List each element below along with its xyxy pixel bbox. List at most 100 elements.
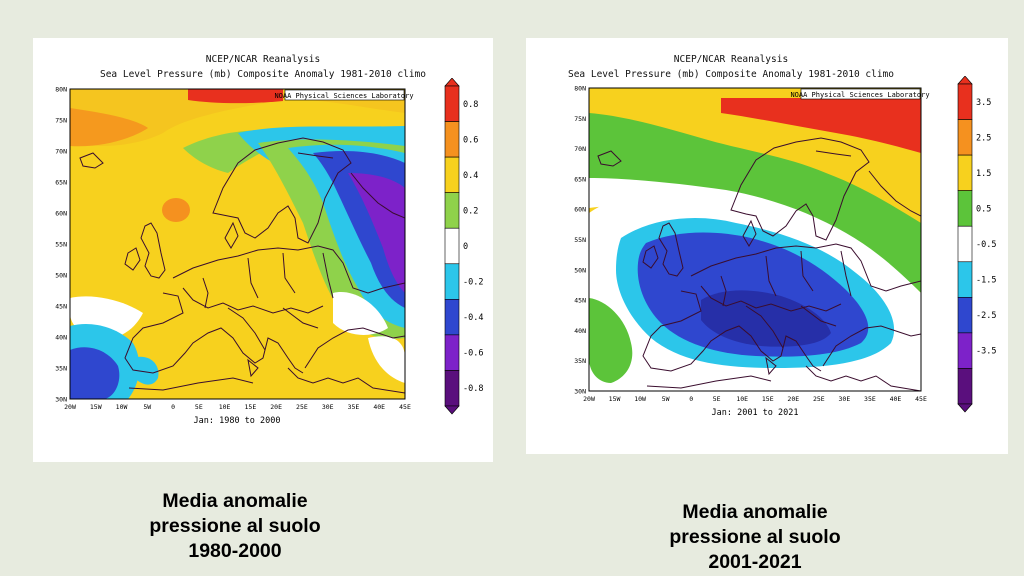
colorbar-label: 1.5 [976,169,991,179]
map-subtitle: Sea Level Pressure (mb) Composite Anomal… [567,69,894,80]
lat-tick-label: 45N [574,297,586,305]
credit-label: NOAA Physical Sciences Laboratory [274,92,413,100]
colorbar-swatch [957,332,973,369]
colorbar-label: -1.5 [976,276,996,286]
lat-tick-label: 45N [55,303,67,311]
map-subtitle: Sea Level Pressure (mb) Composite Anomal… [99,69,426,80]
lat-tick-label: 35N [574,357,586,365]
caption-1980-2000: Media anomalie pressione al suolo 1980-2… [100,489,370,564]
lat-tick-label: 65N [55,179,67,187]
lat-tick-label: 65N [574,175,586,183]
latitude-labels: 80N 75N 70N 65N 60N 55N 50N 45N 40N 35N 30N [55,86,67,404]
lat-tick-label: 80N [55,86,67,94]
lon-tick-label: 10E [736,395,748,403]
colorbar: 3.5 2.5 1.5 0.5 -0.5 -1.5 -2.5 -3.5 [957,76,996,413]
colorbar-label: 0.5 [976,204,991,214]
lat-tick-label: 35N [55,365,67,373]
colorbar-label: 0.4 [463,171,478,181]
lon-tick-label: 20W [583,395,595,403]
lon-tick-label: 20W [64,403,76,411]
lon-tick-label: 15E [245,403,257,411]
colorbar-label: -0.8 [463,384,483,394]
colorbar-label: -0.2 [463,278,483,288]
lat-tick-label: 30N [574,388,586,396]
lat-tick-label: 30N [55,396,67,404]
colorbar-label: -2.5 [976,311,996,321]
caption-line3: 1980-2000 [188,540,282,562]
lat-tick-label: 50N [574,266,586,274]
lat-tick-label: 40N [55,334,67,342]
lat-tick-label: 55N [574,236,586,244]
map-panel-1980-2000: NCEP/NCAR Reanalysis Sea Level Pressure … [33,38,493,462]
colorbar-swatch [957,154,973,191]
colorbar-swatch [444,263,460,300]
colorbar-top-arrow [444,78,460,87]
lat-tick-label: 75N [574,115,586,123]
colorbar: 0.8 0.6 0.4 0.2 0 -0.2 -0.4 -0.6 -0.8 [444,78,483,415]
colorbar-label: -0.5 [976,240,996,250]
longitude-labels: 20W 15W 10W 5W 0 5E 10E 15E 20E 25E 30E 35E 40E 45E [64,403,411,411]
colorbar-swatch [957,83,973,120]
lon-tick-label: 30E [322,403,334,411]
lat-tick-label: 70N [55,148,67,156]
lon-tick-label: 35E [864,395,876,403]
colorbar-swatch [444,370,460,407]
caption-2001-2021: Media anomalie pressione al suolo 2001-2… [620,500,890,575]
colorbar-swatch [957,119,973,156]
lon-tick-label: 25E [296,403,308,411]
caption-line2: pressione al suolo [149,515,321,537]
colorbar-swatch [444,227,460,265]
lon-tick-label: 0 [689,395,693,403]
caption-line3: 2001-2021 [708,551,802,573]
coastlines [79,137,405,394]
lon-tick-label: 10W [634,395,646,403]
colorbar-swatch [444,299,460,336]
lon-tick-label: 10W [116,403,128,411]
colorbar-bottom-arrow [444,405,460,415]
colorbar-label: 0.2 [463,206,478,216]
lon-tick-label: 5W [662,395,670,403]
lat-tick-label: 70N [574,145,586,153]
lat-tick-label: 40N [574,327,586,335]
lon-tick-label: 20E [270,403,282,411]
lon-tick-label: 15E [762,395,774,403]
colorbar-swatch [444,121,460,158]
colorbar-label: 2.5 [976,133,991,143]
colorbar-label: 0.6 [463,135,478,145]
colorbar-swatch [957,297,973,334]
colorbar-swatch [444,85,460,122]
lon-tick-label: 30E [839,395,851,403]
lon-tick-label: 45E [915,395,927,403]
lon-tick-label: 5W [143,403,151,411]
lon-tick-label: 0 [171,403,175,411]
anomaly-map: NOAA Physical Sciences Laboratory 80N 75N… [574,85,929,419]
lon-tick-label: 10E [219,403,231,411]
caption-line1: Media anomalie [162,490,308,512]
lon-tick-label: 45E [399,403,411,411]
colorbar-top-arrow [957,76,973,85]
colorbar-label: -0.4 [463,313,483,323]
longitude-labels: 20W 15W 10W 5W 0 5E 10E 15E 20E 25E 30E 35E 40E 45E [583,395,927,403]
map-panel-2001-2021: NCEP/NCAR Reanalysis Sea Level Pressure … [526,38,1008,454]
colorbar-swatch [957,190,973,227]
lon-tick-label: 20E [787,395,799,403]
colorbar-label: -0.6 [463,349,483,359]
lat-tick-label: 55N [55,241,67,249]
colorbar-swatch [444,334,460,371]
lat-tick-label: 60N [55,210,67,218]
colorbar-label: 0.8 [463,100,478,110]
anomaly-field [589,88,921,391]
lon-tick-label: 5E [195,403,203,411]
map-title: NCEP/NCAR Reanalysis [205,54,321,65]
colorbar-label: -3.5 [976,347,996,357]
colorbar-label: 0 [463,242,468,252]
caption-line1: Media anomalie [682,501,828,523]
period-label: Jan: 2001 to 2021 [712,408,799,418]
colorbar-label: 3.5 [976,98,991,108]
lon-tick-label: 25E [813,395,825,403]
period-label: Jan: 1980 to 2000 [194,416,281,426]
colorbar-swatch [444,156,460,193]
colorbar-swatch [957,261,973,298]
credit-label: NOAA Physical Sciences Laboratory [790,91,929,99]
lat-tick-label: 50N [55,272,67,280]
